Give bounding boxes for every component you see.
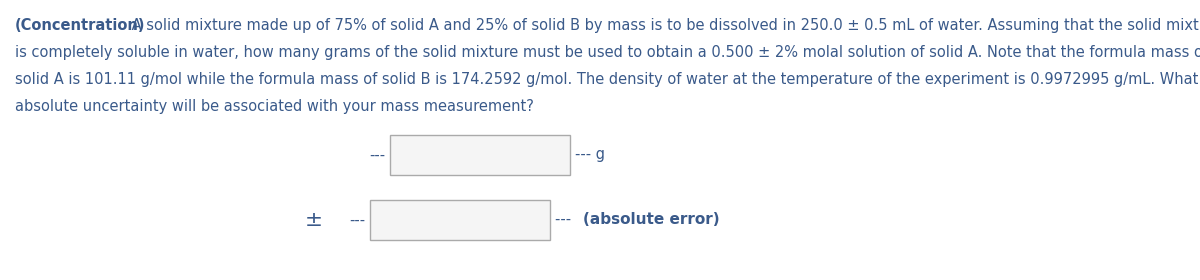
- Text: (absolute error): (absolute error): [583, 213, 720, 227]
- Bar: [370, 200, 550, 240]
- Text: --- g: --- g: [575, 148, 605, 162]
- Text: is completely soluble in water, how many grams of the solid mixture must be used: is completely soluble in water, how many…: [14, 45, 1200, 60]
- Text: ±: ±: [305, 210, 323, 230]
- Text: (Concentration): (Concentration): [14, 18, 145, 33]
- Text: A solid mixture made up of 75% of solid A and 25% of solid B by mass is to be di: A solid mixture made up of 75% of solid …: [127, 18, 1200, 33]
- Text: ---: ---: [349, 213, 365, 227]
- Bar: [390, 135, 570, 175]
- Text: ---: ---: [554, 213, 576, 227]
- Text: solid A is 101.11 g/mol while the formula mass of solid B is 174.2592 g/mol. The: solid A is 101.11 g/mol while the formul…: [14, 72, 1199, 87]
- Text: ---: ---: [368, 148, 385, 162]
- Text: absolute uncertainty will be associated with your mass measurement?: absolute uncertainty will be associated …: [14, 99, 534, 114]
